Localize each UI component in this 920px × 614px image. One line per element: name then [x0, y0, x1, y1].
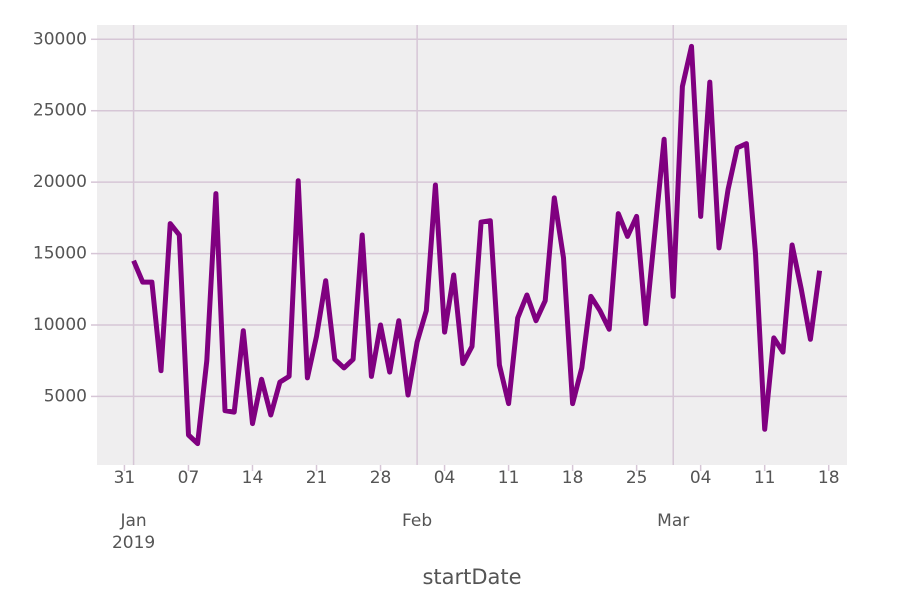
y-tick-label: 20000 [33, 172, 87, 192]
x-tick-label: 25 [626, 468, 648, 488]
y-tick-label: 5000 [44, 386, 87, 406]
y-tick-label: 25000 [33, 101, 87, 121]
x-major-tick-label: Mar [657, 511, 690, 531]
x-tick-label: 04 [434, 468, 456, 488]
x-tick-label: 11 [754, 468, 776, 488]
x-tick-label: 21 [306, 468, 328, 488]
x-axis-label: startDate [422, 565, 521, 589]
x-tick-label: 04 [690, 468, 712, 488]
x-tick-label: 18 [818, 468, 840, 488]
line-series [131, 43, 823, 447]
x-tick-label: 11 [498, 468, 520, 488]
x-tick-label: 28 [370, 468, 392, 488]
x-tick-label: 14 [242, 468, 264, 488]
x-tick-label: 07 [178, 468, 200, 488]
x-tick-label: 18 [562, 468, 584, 488]
x-tick-label: 31 [114, 468, 136, 488]
plot-area [97, 25, 847, 465]
y-tick-label: 15000 [33, 244, 87, 264]
y-tick-label: 30000 [33, 29, 87, 49]
x-major-tick-label: Jan 2019 [111, 511, 156, 553]
x-major-tick-label: Feb [402, 511, 433, 531]
y-tick-label: 10000 [33, 315, 87, 335]
